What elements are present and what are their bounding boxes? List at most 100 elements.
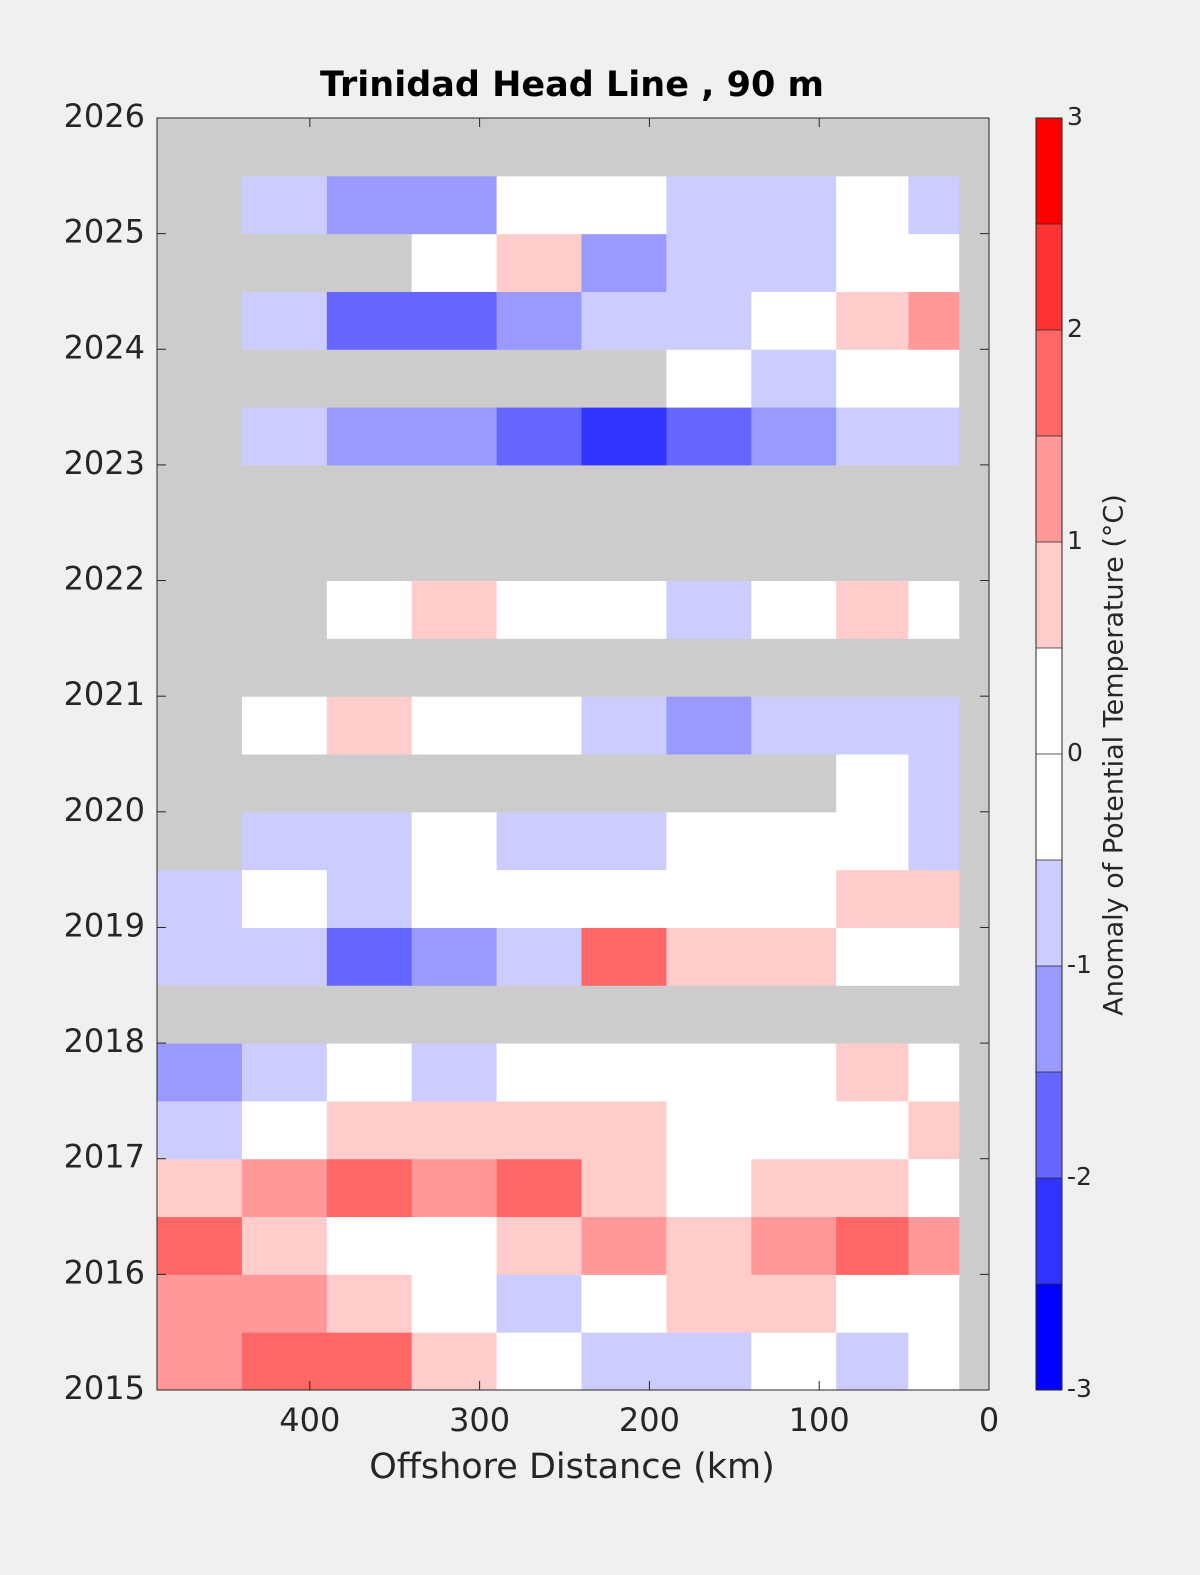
contour-cell [581, 1216, 667, 1275]
contour-cell [326, 175, 413, 235]
no-data-cell [959, 1332, 990, 1391]
contour-cell [751, 696, 837, 755]
contour-cell [496, 1043, 582, 1102]
contour-cell [751, 407, 837, 466]
no-data-cell [959, 1100, 990, 1160]
contour-cell [751, 1100, 837, 1160]
contour-cell [836, 1216, 909, 1275]
contour-cell [496, 1332, 582, 1391]
contour-cell [581, 175, 667, 235]
no-data-cell [157, 696, 243, 755]
no-data-cell [836, 985, 909, 1044]
no-data-cell [959, 1216, 990, 1275]
colorbar-band [1036, 436, 1062, 542]
y-tick-label: 2016 [64, 1253, 145, 1291]
no-data-cell [241, 464, 328, 524]
contour-cell [666, 291, 752, 350]
contour-cell [908, 869, 960, 928]
contour-cell [581, 1100, 667, 1160]
contour-cell [241, 927, 328, 986]
contour-cell [411, 1216, 498, 1275]
contour-cell [666, 580, 752, 639]
y-tick-label: 2025 [64, 213, 145, 251]
colorbar-tick-label: -1 [1067, 950, 1092, 979]
contour-cell [496, 1158, 582, 1218]
contour-cell [666, 349, 752, 408]
contour-cell [581, 1158, 667, 1218]
contour-cell [581, 1043, 667, 1102]
contour-cell [836, 291, 909, 350]
contour-cell [666, 811, 752, 871]
contour-cell [326, 1332, 413, 1391]
contour-cell [326, 291, 413, 350]
no-data-cell [751, 118, 837, 177]
contour-cell [836, 696, 909, 755]
no-data-cell [326, 638, 413, 697]
chart-title: Trinidad Head Line , 90 m [320, 65, 824, 105]
no-data-cell [241, 118, 328, 177]
contour-cell [496, 927, 582, 986]
contour-cell [411, 291, 498, 350]
no-data-cell [581, 985, 667, 1044]
contour-cell [496, 175, 582, 235]
no-data-cell [959, 869, 990, 928]
contour-cell [411, 869, 498, 928]
contour-cell [836, 233, 909, 292]
contour-cell [666, 407, 752, 466]
no-data-cell [959, 291, 990, 350]
contour-cell [496, 696, 582, 755]
colorbar-tick-label: 3 [1067, 102, 1083, 131]
no-data-cell [751, 638, 837, 697]
no-data-cell [326, 985, 413, 1044]
no-data-cell [496, 754, 582, 813]
no-data-cell [241, 985, 328, 1044]
contour-cell [581, 407, 667, 466]
contour-cell [581, 1274, 667, 1333]
no-data-cell [496, 522, 582, 582]
colorbar-label: Anomaly of Potential Temperature (°C) [1099, 494, 1130, 1016]
contour-cell [241, 869, 328, 928]
no-data-cell [157, 464, 243, 524]
contour-cell [751, 1332, 837, 1391]
contour-cell [157, 1332, 243, 1391]
no-data-cell [326, 754, 413, 813]
contour-cell [581, 811, 667, 871]
contour-cell [751, 1043, 837, 1102]
contour-cell [751, 1158, 837, 1218]
contour-cell [836, 349, 909, 408]
colorbar-tick-label: -3 [1067, 1374, 1092, 1403]
x-tick-label: 100 [789, 1401, 850, 1439]
contour-cell [241, 1274, 328, 1333]
no-data-cell [666, 638, 752, 697]
contour-cell [908, 175, 960, 235]
contour-cell [908, 1274, 960, 1333]
no-data-cell [157, 407, 243, 466]
y-tick-label: 2024 [64, 328, 145, 366]
contour-cell [751, 291, 837, 350]
y-tick-label: 2017 [64, 1138, 145, 1176]
contour-cell [157, 869, 243, 928]
no-data-cell [959, 696, 990, 755]
contour-cell [836, 175, 909, 235]
no-data-cell [751, 522, 837, 582]
contour-cell [666, 175, 752, 235]
contour-cell [581, 233, 667, 292]
no-data-cell [666, 118, 752, 177]
contour-cell [496, 869, 582, 928]
no-data-cell [959, 754, 990, 813]
no-data-cell [411, 349, 498, 408]
colorbar-band [1036, 1072, 1062, 1178]
contour-cell [241, 811, 328, 871]
colorbar-band [1036, 1178, 1062, 1284]
contour-cell [836, 1274, 909, 1333]
contour-cell [157, 1216, 243, 1275]
no-data-cell [666, 522, 752, 582]
x-tick-label: 0 [979, 1401, 999, 1439]
contour-cell [241, 1158, 328, 1218]
no-data-cell [959, 927, 990, 986]
contour-cell [581, 1332, 667, 1391]
no-data-cell [326, 349, 413, 408]
contour-cell [411, 811, 498, 871]
no-data-cell [241, 754, 328, 813]
